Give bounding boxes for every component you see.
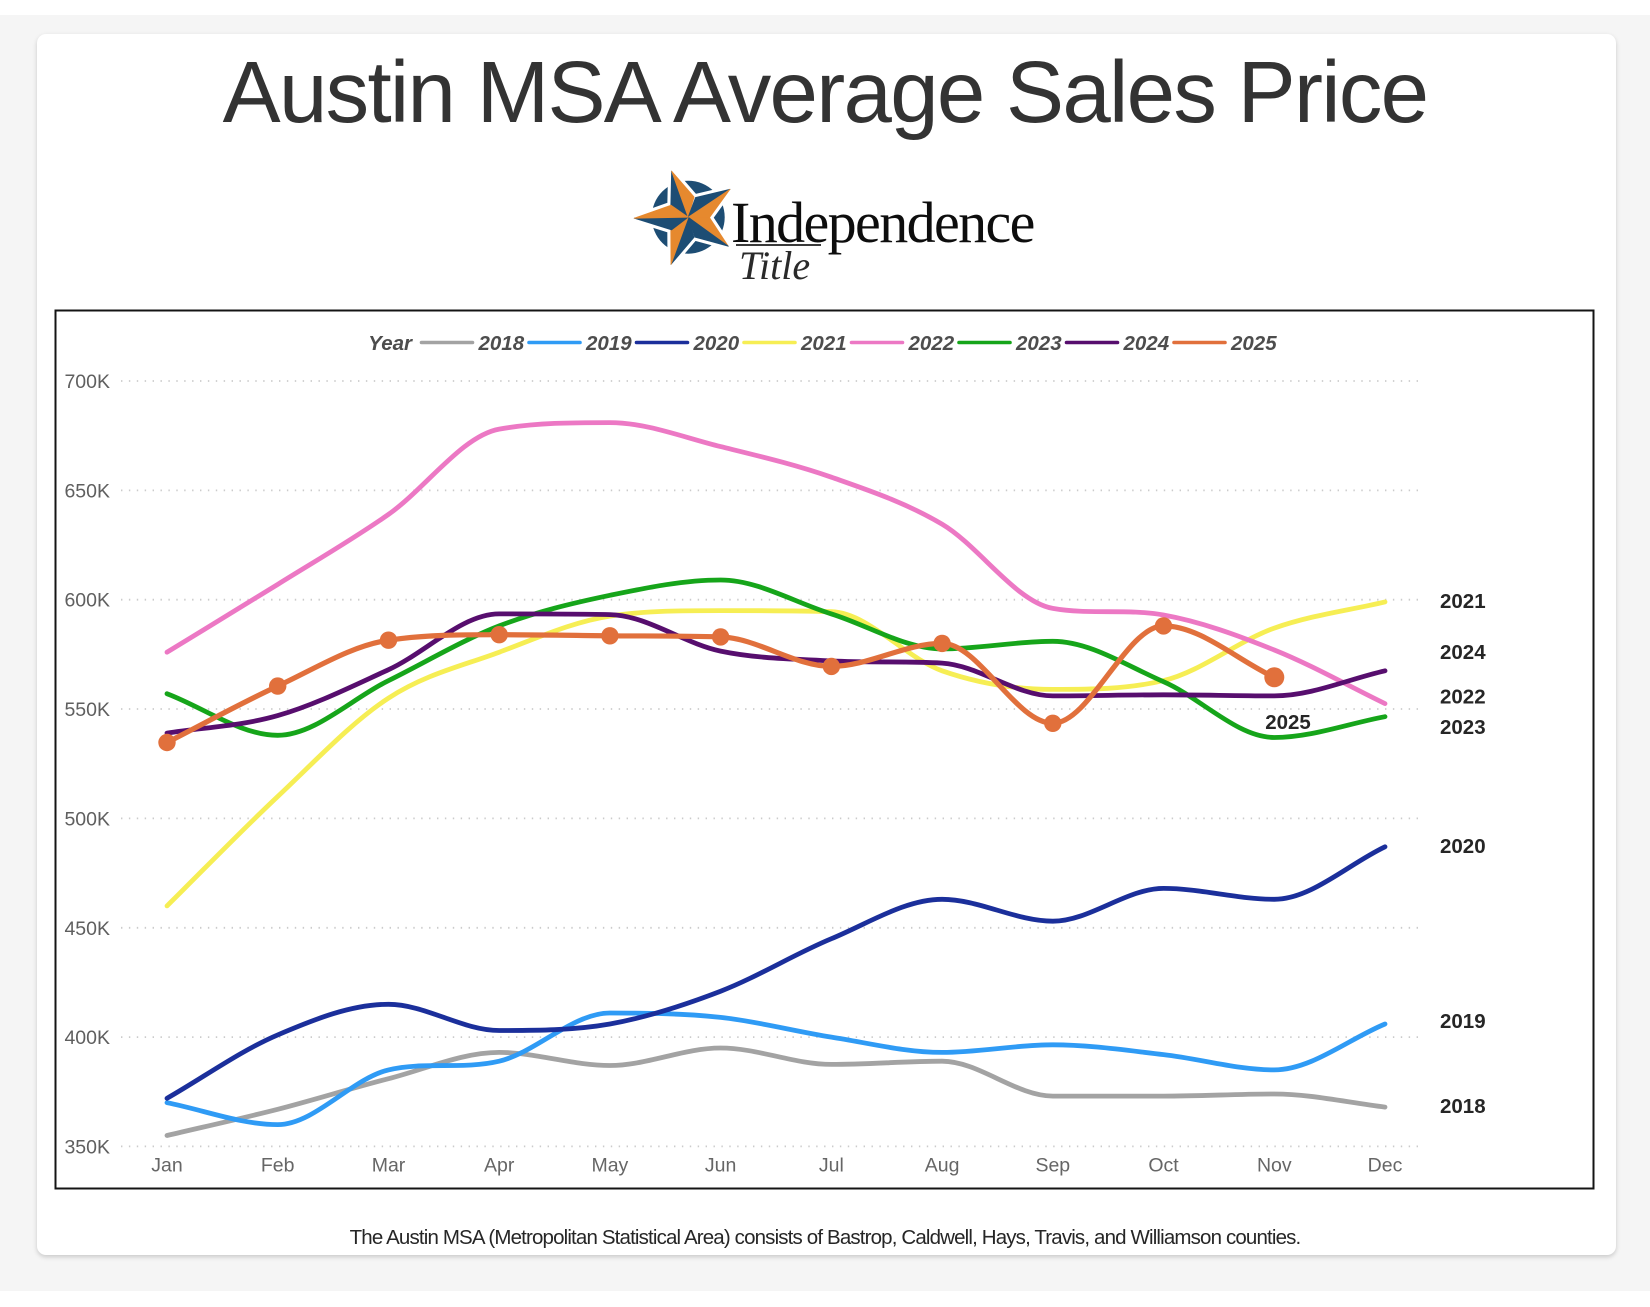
svg-text:2025: 2025 <box>1230 332 1277 355</box>
svg-text:2023: 2023 <box>1015 332 1062 355</box>
svg-text:Jun: Jun <box>705 1155 736 1177</box>
svg-text:2020: 2020 <box>693 332 740 355</box>
svg-text:Apr: Apr <box>484 1155 515 1177</box>
svg-text:400K: 400K <box>64 1027 110 1049</box>
svg-text:350K: 350K <box>64 1136 110 1158</box>
svg-text:Dec: Dec <box>1368 1155 1403 1177</box>
svg-text:2020: 2020 <box>1440 835 1486 858</box>
svg-text:Sep: Sep <box>1035 1155 1070 1177</box>
svg-text:2023: 2023 <box>1440 716 1486 739</box>
svg-text:Mar: Mar <box>372 1155 406 1177</box>
svg-text:2021: 2021 <box>1440 590 1486 613</box>
svg-text:600K: 600K <box>64 590 110 612</box>
svg-text:2022: 2022 <box>908 332 955 355</box>
svg-text:Jul: Jul <box>819 1155 844 1177</box>
svg-text:Oct: Oct <box>1148 1155 1179 1177</box>
svg-text:May: May <box>591 1155 628 1177</box>
svg-text:2024: 2024 <box>1123 332 1170 355</box>
svg-text:2024: 2024 <box>1440 641 1486 664</box>
svg-text:2025: 2025 <box>1265 711 1311 734</box>
svg-text:2021: 2021 <box>800 332 847 355</box>
svg-text:Aug: Aug <box>925 1155 960 1177</box>
svg-text:2022: 2022 <box>1440 686 1486 709</box>
svg-text:2019: 2019 <box>1440 1010 1486 1033</box>
svg-text:450K: 450K <box>64 918 110 940</box>
svg-text:2019: 2019 <box>585 332 632 355</box>
svg-text:2018: 2018 <box>478 332 525 355</box>
svg-text:650K: 650K <box>64 480 110 502</box>
svg-text:2018: 2018 <box>1440 1095 1486 1118</box>
svg-text:550K: 550K <box>64 699 110 721</box>
svg-text:Nov: Nov <box>1257 1155 1292 1177</box>
svg-text:700K: 700K <box>64 371 110 393</box>
svg-text:Year: Year <box>368 332 413 355</box>
svg-text:Jan: Jan <box>151 1155 182 1177</box>
svg-text:500K: 500K <box>64 808 110 830</box>
svg-text:Feb: Feb <box>261 1155 295 1177</box>
